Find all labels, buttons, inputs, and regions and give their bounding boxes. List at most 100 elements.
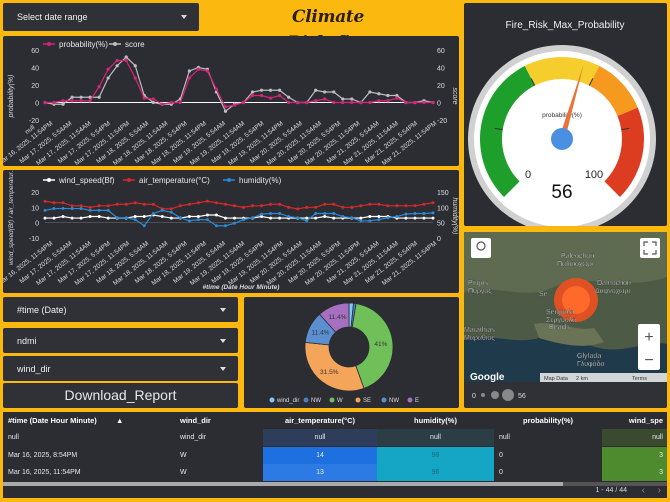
series-line [44,207,434,227]
table-column-header[interactable]: probability(%) [523,416,573,425]
data-point [124,216,128,220]
data-point [314,205,318,209]
data-point [178,100,182,105]
table-cell: 98 [377,447,494,464]
map-attribution-bar [540,373,667,382]
donut-slice [319,302,350,333]
data-point [269,211,273,215]
zoom-in-button[interactable]: + [644,329,653,346]
y2-tick-label: -20 [437,118,447,125]
legend-label: probability(%) [59,40,108,49]
data-point [259,88,264,92]
table-column-header[interactable]: wind_dir [180,416,211,425]
data-point [242,218,246,222]
donut-slice [351,303,394,389]
map-scale-label: 2 km [576,376,588,382]
data-point [422,202,426,206]
data-point [413,100,417,105]
sort-ascending-icon[interactable]: ▲ [116,416,124,425]
prev-page-button[interactable]: ‹ [641,485,645,496]
legend-label: NW [389,398,399,404]
table-cell: 96 [377,464,494,481]
map-location-button[interactable] [471,238,491,258]
data-point [61,99,65,103]
y2-tick-label: 100 [437,205,449,212]
data-point [404,100,408,105]
data-point [70,99,74,103]
chevron-down-icon [220,366,226,371]
table-scrollbar-thumb[interactable] [3,482,563,486]
data-point [359,204,363,208]
map-place-label: Sergoula [546,309,574,316]
data-point [287,215,291,219]
table-column-header[interactable]: air_temperature(°C) [284,416,356,425]
y-tick-label: 20 [31,83,39,90]
data-point [196,201,200,205]
data-point [205,199,209,203]
data-point [296,207,300,211]
download-report-button[interactable]: Download_Report [3,383,238,408]
data-point [196,215,200,219]
table-column-header[interactable]: wind_spe [628,416,663,425]
data-point [196,218,200,222]
map-data-link: Map Data [544,376,569,382]
zoom-out-button[interactable]: − [644,352,653,369]
wind-dir-donut-panel: 41% 31.5% 11.4% 11.4% wind_dir NW W SE NW E [244,297,459,408]
y-tick-label: 60 [31,48,39,55]
data-point [404,212,408,216]
y2-tick-label: 40 [437,66,445,73]
data-point [187,202,191,206]
legend-label: wind_speed(Bf) [58,176,115,185]
data-point [169,100,173,105]
gauge-band [589,65,638,117]
data-point [97,85,101,89]
gauge-value: 56 [551,182,572,203]
data-point [124,202,128,206]
table-column-header[interactable]: humidity(%) [414,416,457,425]
data-point [431,100,435,105]
data-point [377,215,381,219]
y-tick-label: -20 [29,118,39,125]
data-point [70,207,74,211]
y-tick-label: 0 [35,221,39,228]
fullscreen-icon [643,241,657,255]
legend-marker [407,397,413,403]
data-point [260,212,264,216]
data-point [431,201,435,205]
legend-label: score [125,40,145,49]
data-point [368,202,372,206]
legend-label: W [337,398,343,404]
data-point [88,205,92,209]
date-range-selector[interactable]: Select date range [3,3,199,31]
data-point [178,204,182,208]
time-filter[interactable]: #time (Date) [3,297,238,322]
gauge-max-label: 100 [585,169,603,181]
data-point [97,204,101,208]
data-point [377,92,381,96]
table-cell: 13 [263,464,377,481]
data-point [232,103,237,107]
data-point [214,213,218,217]
ndmi-filter[interactable]: ndmi [3,328,238,353]
table-column-header[interactable]: #time (Date Hour Minute) [8,416,97,425]
data-point [187,215,191,219]
data-point [350,97,354,101]
data-point [413,204,417,208]
data-point [142,96,146,100]
probability-score-chart: probability(%) score 60 60 40 40 20 20 0 0 -20 -20 p… [0,36,459,167]
next-page-button[interactable]: › [657,485,661,496]
table-row: Mar 16, 2025, 11:54PM W 13 96 0 3 [3,464,667,481]
wind-dir-filter[interactable]: wind_dir [3,356,238,381]
donut-slice-label: 31.5% [320,369,339,376]
table-cell: 0 [499,469,503,476]
fullscreen-button[interactable] [640,238,660,258]
data-point [214,87,219,91]
y-tick-label: 40 [31,66,39,73]
map-place-label: Παλαιοχώρι [557,260,594,268]
data-point [359,216,363,220]
time-filter-label: #time (Date) [17,304,67,315]
gauge-tick [588,78,594,86]
data-point [305,100,309,105]
map-panel[interactable]: Paleochori Παλαιοχώρι Pirgos Πύργος Dafnocho… [464,232,667,408]
